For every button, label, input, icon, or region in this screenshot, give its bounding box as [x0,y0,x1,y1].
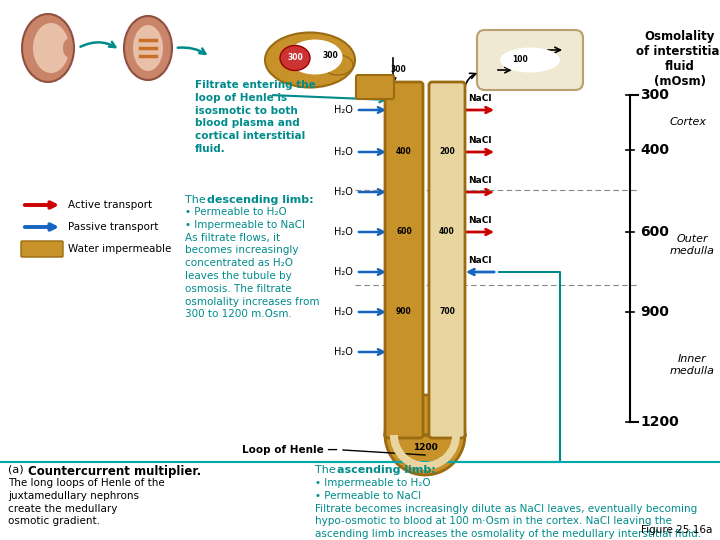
Ellipse shape [500,48,560,72]
Wedge shape [390,435,460,470]
Ellipse shape [265,32,355,87]
Ellipse shape [280,45,310,71]
Text: • Impermeable to H₂O
• Permeable to NaCl
Filtrate becomes increasingly dilute as: • Impermeable to H₂O • Permeable to NaCl… [315,478,701,539]
Text: H₂O: H₂O [334,147,353,157]
Text: Passive transport: Passive transport [68,222,158,232]
FancyBboxPatch shape [356,75,394,99]
Ellipse shape [63,39,73,57]
Text: • Permeable to H₂O
• Impermeable to NaCl
As filtrate flows, it
becomes increasin: • Permeable to H₂O • Impermeable to NaCl… [185,207,320,319]
Ellipse shape [323,55,353,75]
Wedge shape [385,395,465,475]
Text: NaCl: NaCl [468,176,492,185]
Text: 300: 300 [640,88,669,102]
Text: Inner
medulla: Inner medulla [670,354,715,376]
Text: Osmolality
of interstitial
fluid
(mOsm): Osmolality of interstitial fluid (mOsm) [636,30,720,88]
Text: NaCl: NaCl [468,256,492,265]
Text: NaCl: NaCl [468,136,492,145]
Text: 100: 100 [512,56,528,64]
Text: The long loops of Henle of the
juxtamedullary nephrons
create the medullary
osmo: The long loops of Henle of the juxtamedu… [8,478,165,526]
Text: 400: 400 [439,227,455,237]
Text: 400: 400 [640,143,669,157]
Ellipse shape [287,39,343,75]
Text: 1200: 1200 [413,442,437,451]
Text: H₂O: H₂O [334,267,353,277]
Text: Loop of Henle —: Loop of Henle — [243,445,338,455]
Text: The: The [185,195,210,205]
Text: Active transport: Active transport [68,200,152,210]
FancyBboxPatch shape [385,82,423,438]
Text: 1200: 1200 [640,415,679,429]
Ellipse shape [33,23,69,73]
Text: Water impermeable: Water impermeable [68,244,171,254]
Text: ascending limb:: ascending limb: [337,465,436,475]
Text: 300: 300 [390,65,406,75]
Text: Countercurrent multiplier.: Countercurrent multiplier. [28,465,202,478]
Text: (a): (a) [8,465,27,475]
FancyBboxPatch shape [21,241,63,257]
Text: Filtrate entering the
loop of Henle is
isosmotic to both
blood plasma and
cortic: Filtrate entering the loop of Henle is i… [195,80,316,154]
Text: 300: 300 [287,53,303,63]
Ellipse shape [133,25,163,71]
Text: The: The [315,465,339,475]
Text: 300: 300 [322,51,338,59]
FancyBboxPatch shape [429,82,465,438]
Text: NaCl: NaCl [468,216,492,225]
Text: 900: 900 [396,307,412,316]
Text: H₂O: H₂O [334,307,353,317]
Text: 400: 400 [396,147,412,157]
Text: Cortex: Cortex [670,117,707,127]
Text: 200: 200 [439,147,455,157]
Text: descending limb:: descending limb: [207,195,314,205]
Ellipse shape [124,16,172,80]
Text: NaCl: NaCl [468,94,492,103]
Text: H₂O: H₂O [334,347,353,357]
FancyBboxPatch shape [477,30,583,90]
Text: H₂O: H₂O [334,105,353,115]
Text: Outer
medulla: Outer medulla [670,234,715,256]
Text: 700: 700 [439,307,455,316]
Text: Figure 25.16a: Figure 25.16a [641,525,712,535]
Ellipse shape [22,14,74,82]
Text: 900: 900 [640,305,669,319]
Text: 600: 600 [640,225,669,239]
Text: 600: 600 [396,227,412,237]
Text: H₂O: H₂O [334,187,353,197]
Text: H₂O: H₂O [334,227,353,237]
